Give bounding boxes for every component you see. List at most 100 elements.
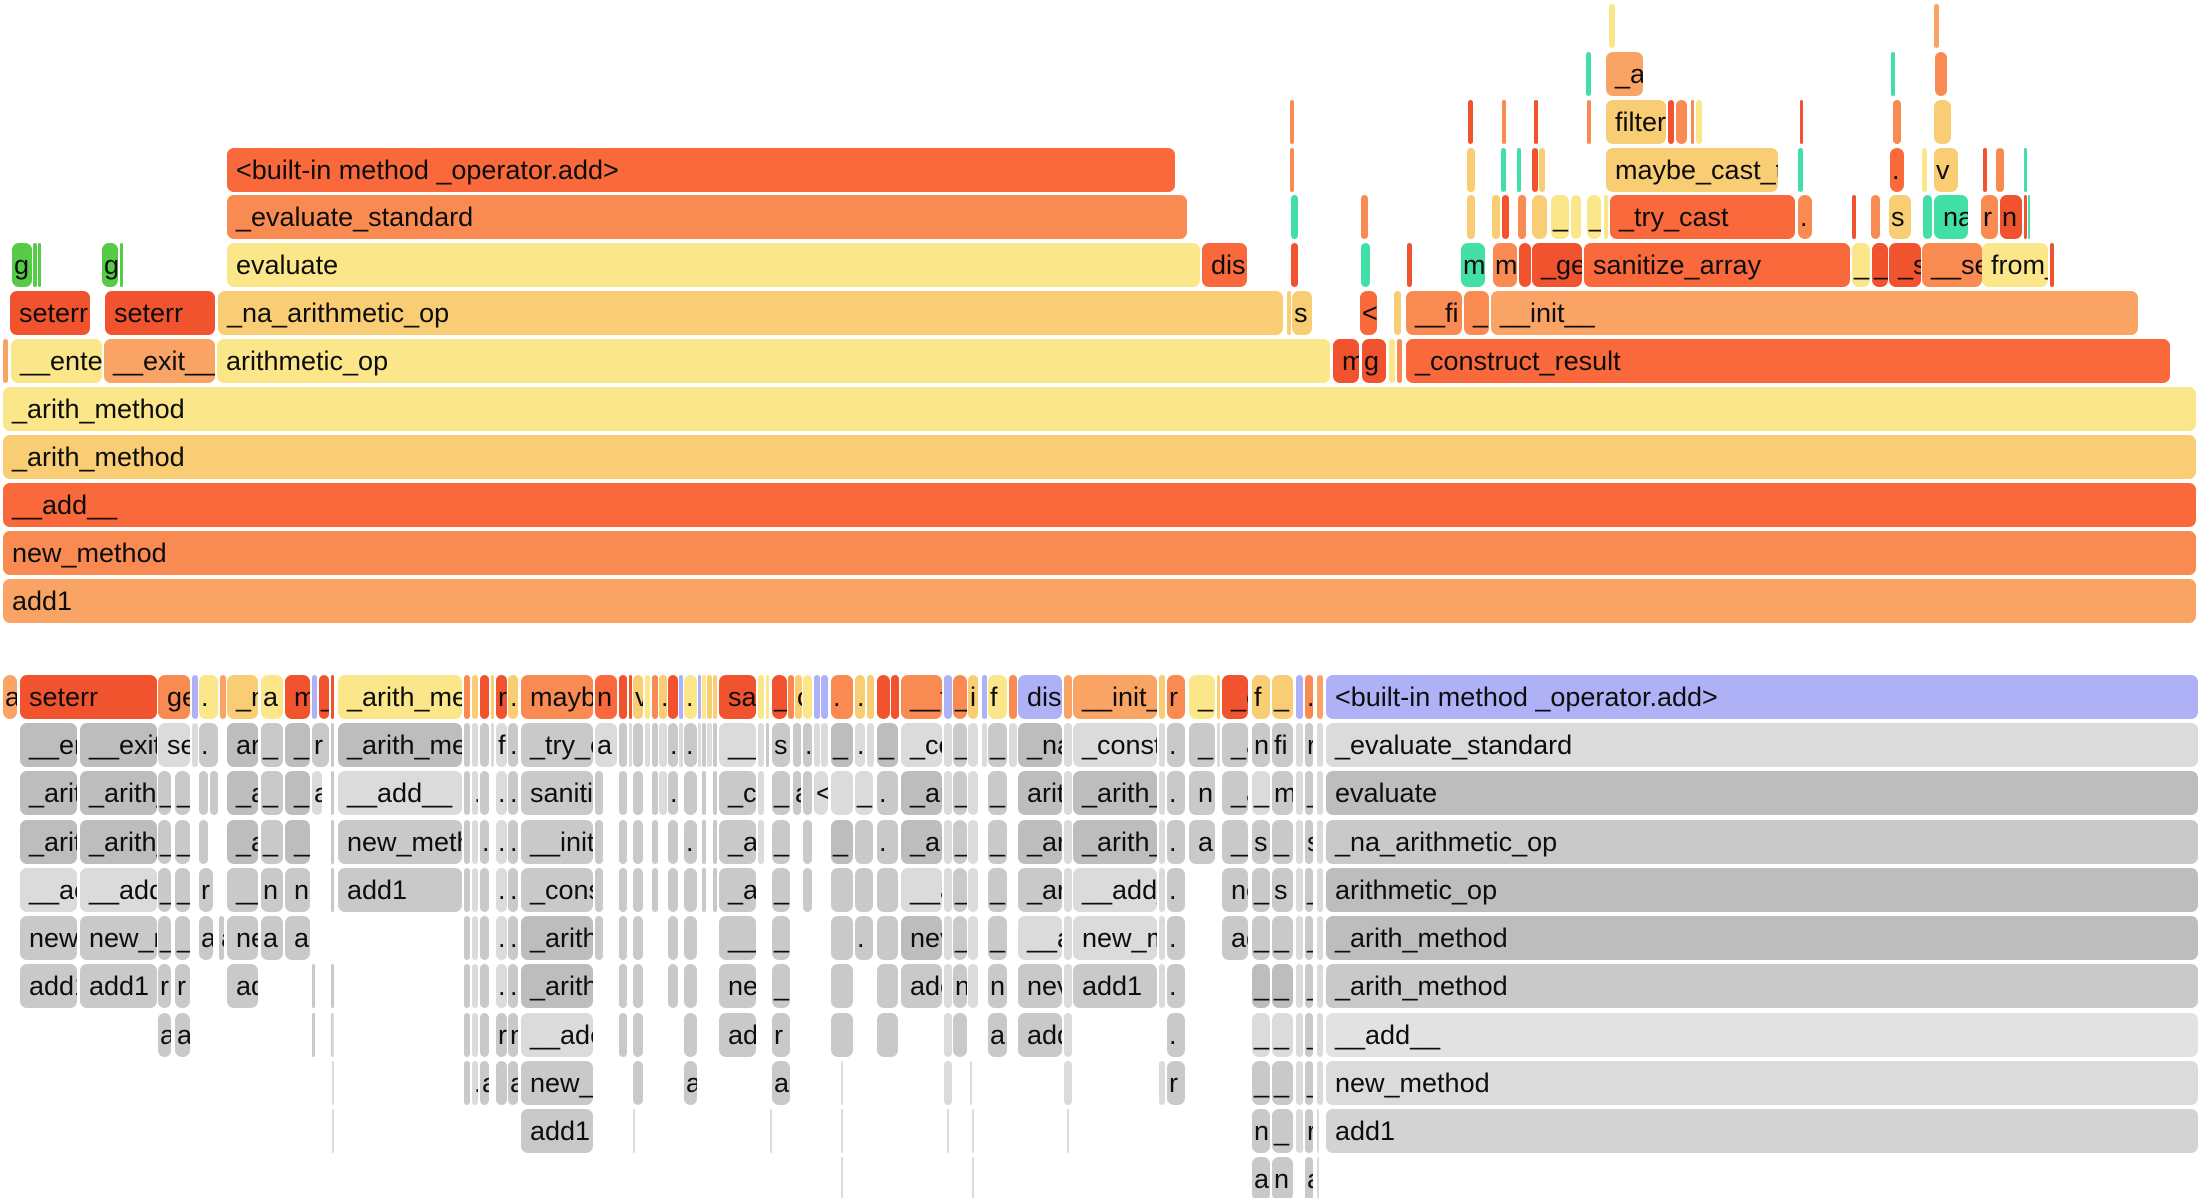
frame-sliver[interactable]	[464, 820, 470, 864]
frame-sliver[interactable]	[1317, 1157, 1319, 1198]
frame-a[interactable]: a	[312, 771, 322, 815]
frame-sliver[interactable]	[944, 964, 952, 1008]
frame-_arith[interactable]: _arith	[521, 964, 593, 1008]
frame-sliver[interactable]	[1502, 195, 1509, 239]
frame-ge[interactable]: ge	[158, 675, 190, 719]
frame-s[interactable]: s	[1305, 820, 1313, 864]
frame-sliver[interactable]	[1296, 820, 1303, 864]
frame-i[interactable]: i	[968, 675, 978, 719]
frame-sliver[interactable]	[1517, 148, 1521, 192]
frame-__fi[interactable]: __fi	[1406, 291, 1462, 335]
frame-sliver[interactable]	[1394, 291, 1401, 335]
frame-add[interactable]: add	[1018, 1013, 1062, 1057]
frame-c[interactable]: c	[795, 675, 802, 719]
frame-sliver[interactable]: .	[508, 723, 518, 767]
frame-sliver[interactable]	[793, 723, 801, 767]
frame-_[interactable]: _	[988, 723, 1007, 767]
frame-sliver[interactable]	[891, 675, 899, 719]
frame-sliver[interactable]	[472, 916, 478, 960]
frame-ari[interactable]: ari	[227, 723, 258, 767]
frame-sliver[interactable]	[1571, 195, 1581, 239]
frame-sliver[interactable]: .	[1167, 868, 1185, 912]
frame-a[interactable]: a	[595, 723, 617, 767]
frame-sliver[interactable]	[1291, 243, 1298, 287]
frame-sliver[interactable]	[1519, 243, 1531, 287]
frame-sliver[interactable]	[619, 820, 627, 864]
frame-sliver[interactable]	[1064, 771, 1072, 815]
frame-_ari[interactable]: _ari	[901, 820, 942, 864]
frame-sliver[interactable]	[758, 675, 764, 719]
frame-sanitiz[interactable]: sanitiz	[521, 771, 593, 815]
frame-sliver[interactable]	[629, 723, 632, 767]
frame-_[interactable]: _	[855, 771, 873, 815]
frame-sliver[interactable]: .	[803, 723, 812, 767]
frame-_const[interactable]: _const	[1073, 723, 1157, 767]
frame-sliver[interactable]	[633, 771, 643, 815]
frame-sliver[interactable]	[1064, 964, 1072, 1008]
frame-sliver[interactable]	[1159, 1061, 1165, 1105]
frame-_arith_method[interactable]: _arith_method	[3, 387, 2196, 431]
frame-sliver[interactable]	[1798, 148, 1803, 192]
frame-sliver[interactable]	[841, 1061, 843, 1105]
frame-_a[interactable]: _a	[1222, 771, 1248, 815]
frame-_[interactable]: _	[1305, 1061, 1313, 1105]
frame-sliver[interactable]	[1871, 195, 1880, 239]
frame-m[interactable]: m	[285, 675, 310, 719]
frame-__[interactable]: __	[719, 723, 756, 767]
frame-sliver[interactable]: .	[1167, 916, 1185, 960]
frame-sliver[interactable]	[947, 1109, 949, 1153]
frame-fi[interactable]: fi	[1272, 723, 1293, 767]
frame-r[interactable]: r	[1305, 723, 1313, 767]
frame-sliver[interactable]	[2024, 148, 2027, 192]
frame-sliver[interactable]	[831, 916, 853, 960]
frame-sliver[interactable]	[1389, 339, 1395, 383]
frame-add1[interactable]: add1	[80, 964, 157, 1008]
frame-_arith_method[interactable]: _arith_method	[1326, 964, 2198, 1008]
frame-a[interactable]: a	[199, 916, 213, 960]
frame-sliver[interactable]	[713, 820, 717, 864]
frame-sliver[interactable]	[331, 771, 334, 815]
frame-na[interactable]: na	[1934, 195, 1968, 239]
frame-sliver[interactable]	[702, 771, 706, 815]
frame-sliver[interactable]: .	[480, 820, 489, 864]
frame-_[interactable]: _	[158, 820, 171, 864]
frame-sliver[interactable]: .	[508, 868, 518, 912]
frame-sliver[interactable]	[595, 916, 603, 960]
frame-r[interactable]: r	[1981, 195, 1998, 239]
frame-sliver[interactable]: .	[472, 1061, 478, 1105]
frame-_[interactable]: _	[988, 868, 1007, 912]
frame-sliver[interactable]	[1064, 723, 1072, 767]
frame-_[interactable]: _	[158, 868, 171, 912]
frame-sliver[interactable]	[679, 723, 683, 767]
frame-sliver[interactable]	[1361, 195, 1368, 239]
frame-ad[interactable]: ad	[227, 964, 258, 1008]
frame-sliver[interactable]: .	[855, 723, 865, 767]
frame-sliver[interactable]	[472, 964, 478, 1008]
frame-sliver[interactable]	[684, 916, 697, 960]
frame-a[interactable]: a	[261, 916, 283, 960]
frame-_[interactable]: _	[1305, 1013, 1313, 1057]
frame-sliver[interactable]: .	[1798, 195, 1812, 239]
frame-s[interactable]: s	[1252, 820, 1270, 864]
frame-add1[interactable]: add1	[521, 1109, 593, 1153]
frame-sliver[interactable]	[199, 820, 208, 864]
frame-_[interactable]: _	[1852, 243, 1870, 287]
frame-_a[interactable]: _a	[719, 820, 756, 864]
frame-_[interactable]: _	[261, 820, 283, 864]
frame-sliver[interactable]	[1983, 148, 1987, 192]
frame-sliver[interactable]	[668, 964, 678, 1008]
frame-sliver[interactable]	[652, 820, 658, 864]
frame-sliver[interactable]	[331, 820, 334, 864]
frame-maybe_cast_t[interactable]: maybe_cast_t	[1606, 148, 1778, 192]
frame-_a[interactable]: _a	[1222, 723, 1248, 767]
frame-sliver[interactable]	[698, 675, 701, 719]
frame-n[interactable]: n	[1189, 771, 1215, 815]
frame-sliver[interactable]	[877, 675, 890, 719]
frame-sliver[interactable]	[803, 675, 812, 719]
frame-sliver[interactable]	[1587, 100, 1591, 144]
frame-sliver[interactable]	[633, 820, 643, 864]
frame-sliver[interactable]	[1296, 723, 1303, 767]
frame-n[interactable]: n	[2000, 195, 2022, 239]
frame-sliver[interactable]	[619, 916, 627, 960]
frame-_a[interactable]: _a	[719, 868, 756, 912]
